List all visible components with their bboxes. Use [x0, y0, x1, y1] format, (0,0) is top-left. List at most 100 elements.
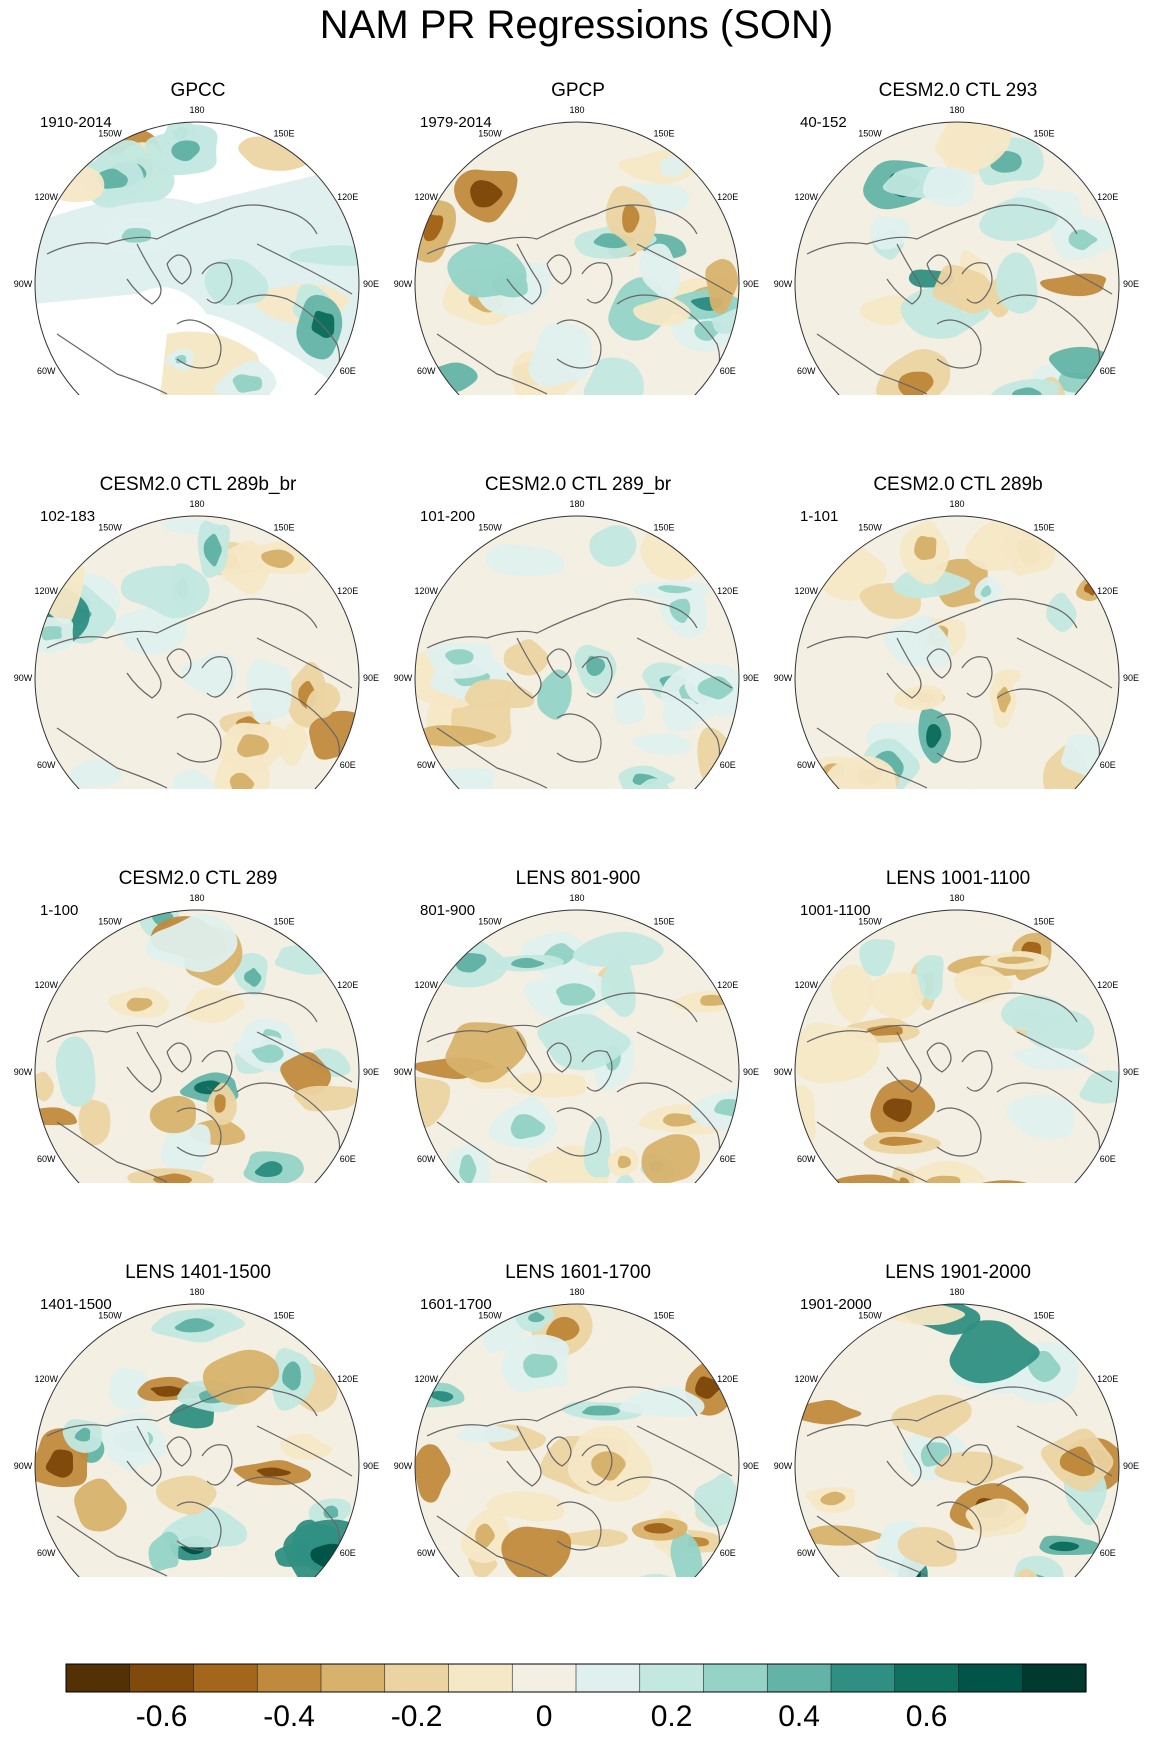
panel-period: 1601-1700 [420, 1296, 492, 1313]
longitude-label: 90E [743, 673, 759, 683]
polar-map: 180150E120E90E60E30E030W60W90W120W150W [394, 105, 759, 395]
polar-map: 180150E120E90E60E30E030W60W90W120W150W [14, 105, 379, 395]
longitude-label: 120E [1097, 586, 1118, 596]
longitude-label: 90E [1123, 1461, 1139, 1471]
longitude-label: 90W [14, 279, 33, 289]
longitude-label: 150E [273, 522, 294, 532]
panel-title: CESM2.0 CTL 289_br [484, 474, 672, 495]
map-border [414, 121, 740, 395]
panel-title: LENS 1601-1700 [505, 1262, 651, 1283]
longitude-label: 90E [743, 1067, 759, 1077]
longitude-label: 60W [417, 760, 436, 770]
longitude-label: 150W [98, 522, 122, 532]
longitude-label: 120W [35, 980, 59, 990]
longitude-label: 120E [717, 586, 738, 596]
polar-map: 180150E120E90E60E30E030W60W90W120W150W [14, 893, 379, 1183]
panel-period: 1910-2014 [40, 114, 112, 131]
longitude-label: 60W [417, 1548, 436, 1558]
longitude-label: 150E [653, 128, 674, 138]
map-border [34, 909, 360, 1183]
map-panel: GPCC 1910-2014 180150E120E90E60E30E030W6… [8, 0, 388, 395]
longitude-label: 180 [949, 105, 964, 115]
longitude-label: 60E [720, 1548, 736, 1558]
longitude-label: 120W [35, 192, 59, 202]
longitude-label: 60W [797, 1548, 816, 1558]
longitude-label: 120E [717, 980, 738, 990]
longitude-label: 180 [189, 893, 204, 903]
figure-title: NAM PR Regressions (SON) [319, 3, 834, 47]
longitude-label: 60E [1100, 760, 1116, 770]
longitude-label: 60W [37, 760, 56, 770]
map-panel: LENS 1601-1700 1601-1700 180 150E 120E 90E 6… [388, 1182, 768, 1577]
longitude-label: 150E [1033, 916, 1054, 926]
panel-title: LENS 801-900 [515, 868, 641, 889]
longitude-label: 150W [478, 1310, 502, 1320]
longitude-label: 60W [37, 1548, 56, 1558]
longitude-label: 120W [35, 1374, 59, 1384]
panel-title: CESM2.0 CTL 289 [118, 868, 278, 889]
longitude-label: 120E [1097, 1374, 1118, 1384]
longitude-label: 90E [1123, 279, 1139, 289]
panel-title: GPCP [551, 80, 605, 101]
map-border [414, 515, 740, 789]
longitude-label: 180 [569, 893, 584, 903]
panel-title: CESM2.0 CTL 289b_br [99, 474, 297, 495]
longitude-label: 150E [273, 1310, 294, 1320]
longitude-label: 90W [774, 279, 793, 289]
map-panel: CESM2.0 CTL 293 40-152 180 150E 120E 90E 60E… [768, 0, 1148, 395]
longitude-label: 150E [653, 522, 674, 532]
map-border [794, 909, 1120, 1183]
longitude-label: 120E [717, 1374, 738, 1384]
longitude-label: 120W [415, 980, 439, 990]
longitude-label: 60E [340, 1154, 356, 1164]
longitude-label: 150W [858, 522, 882, 532]
longitude-label: 120W [415, 586, 439, 596]
panel-period: 1979-2014 [420, 114, 492, 131]
polar-map: 180150E120E90E60E30E030W60W90W120W150W [394, 499, 759, 789]
longitude-label: 150W [858, 128, 882, 138]
map-panel: LENS 1901-2000 1901-2000 180 150E 120E 90E 6… [768, 1182, 1148, 1577]
longitude-label: 90E [363, 1461, 379, 1471]
panel-period: 801-900 [420, 902, 476, 919]
panel-period: 1-100 [40, 902, 79, 919]
longitude-label: 60E [1100, 1548, 1116, 1558]
longitude-label: 150E [1033, 1310, 1054, 1320]
panel-period: 1901-2000 [800, 1296, 872, 1313]
longitude-label: 90W [14, 1067, 33, 1077]
panel-title: LENS 1401-1500 [125, 1262, 271, 1283]
longitude-label: 180 [189, 105, 204, 115]
longitude-label: 120E [337, 586, 358, 596]
longitude-label: 120E [337, 980, 358, 990]
longitude-label: 150W [478, 522, 502, 532]
longitude-label: 60E [1100, 1154, 1116, 1164]
longitude-label: 90E [363, 1067, 379, 1077]
panel-period: 1401-1500 [40, 1296, 112, 1313]
longitude-label: 90W [394, 279, 413, 289]
longitude-label: 90W [394, 1461, 413, 1471]
panel-title: CESM2.0 CTL 293 [878, 80, 1038, 101]
longitude-label: 60W [417, 366, 436, 376]
polar-map: 180150E120E90E60E30E030W60W90W120W150W [774, 893, 1139, 1183]
longitude-label: 120E [1097, 980, 1118, 990]
longitude-label: 180 [569, 1287, 584, 1297]
map-border [34, 515, 360, 789]
map-background [35, 910, 359, 1183]
longitude-label: 180 [569, 499, 584, 509]
longitude-label: 90E [1123, 673, 1139, 683]
panel-period: 101-200 [420, 508, 476, 525]
longitude-label: 150E [273, 916, 294, 926]
longitude-label: 150W [858, 1310, 882, 1320]
panel-title: GPCC [170, 80, 226, 101]
longitude-label: 150W [858, 916, 882, 926]
longitude-label: 120W [35, 586, 59, 596]
longitude-label: 120E [337, 1374, 358, 1384]
longitude-label: 60W [797, 1154, 816, 1164]
polar-map: 180150E120E90E60E30E030W60W90W120W150W [774, 1287, 1139, 1577]
map-border [34, 121, 360, 395]
longitude-label: 60E [720, 760, 736, 770]
map-border [794, 121, 1120, 395]
longitude-label: 90E [743, 279, 759, 289]
longitude-label: 150E [1033, 128, 1054, 138]
longitude-label: 180 [189, 499, 204, 509]
